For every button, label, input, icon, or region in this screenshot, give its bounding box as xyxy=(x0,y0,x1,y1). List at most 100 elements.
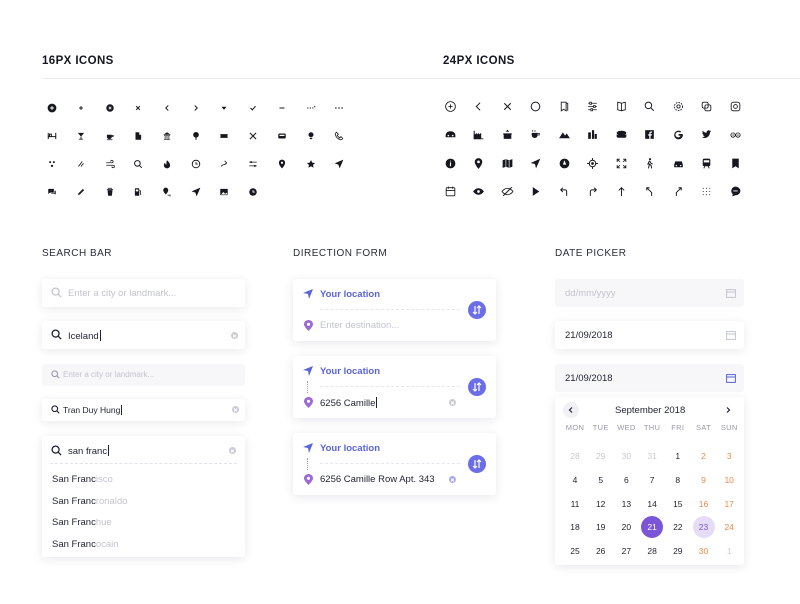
pin-icon xyxy=(304,320,313,331)
calendar-day[interactable]: 30 xyxy=(621,451,632,461)
calendar-day[interactable]: 1 xyxy=(675,451,681,461)
twitter-icon xyxy=(693,121,722,150)
calendar-day[interactable]: 19 xyxy=(595,522,606,533)
search-input-empty[interactable]: Enter a city or landmark... xyxy=(42,279,245,307)
search-value-autocomplete[interactable]: san franc xyxy=(68,446,108,457)
calendar-day[interactable]: 4 xyxy=(572,474,578,485)
prev-month-button[interactable] xyxy=(563,402,579,418)
calendar-day[interactable]: 18 xyxy=(570,522,580,533)
calendar-day[interactable]: 21 xyxy=(641,516,664,539)
search-input-small-filled[interactable]: Tran Duy Hung xyxy=(42,399,245,421)
suggestion-item[interactable]: San Francronaldo xyxy=(52,496,128,507)
calendar-day[interactable]: 6 xyxy=(624,474,629,485)
calendar-day[interactable]: 24 xyxy=(724,522,734,533)
calendar-day[interactable]: 29 xyxy=(673,546,683,557)
image-icon xyxy=(210,178,239,206)
google-icon xyxy=(664,121,693,150)
date-input-empty[interactable]: dd/mm/yyyy xyxy=(555,279,744,307)
suggestion-item[interactable]: San Francocain xyxy=(52,539,119,550)
swap-button[interactable] xyxy=(468,378,486,396)
trash-icon xyxy=(95,178,124,206)
chevron-left-icon xyxy=(153,94,182,122)
clear-icon[interactable] xyxy=(229,447,236,454)
pin-icon xyxy=(304,397,313,408)
search-icon xyxy=(51,405,60,414)
minus-icon xyxy=(268,94,297,122)
calendar-icon xyxy=(436,178,465,207)
calendar-day[interactable]: 28 xyxy=(647,546,657,557)
calendar-day[interactable]: 10 xyxy=(724,474,734,485)
calendar-day[interactable]: 20 xyxy=(621,522,632,533)
date-input-active[interactable]: 21/09/2018 xyxy=(555,364,744,392)
calendar-day[interactable]: 26 xyxy=(595,546,606,557)
date-input-filled[interactable]: 21/09/2018 xyxy=(555,321,744,349)
route-icon xyxy=(210,150,239,178)
weekday-label: SUN xyxy=(720,423,738,432)
calendar-day[interactable]: 17 xyxy=(724,498,734,509)
chevron-left-icon xyxy=(568,407,573,413)
calendar-day[interactable]: 27 xyxy=(621,546,632,557)
calendar-day[interactable]: 25 xyxy=(570,546,580,557)
calendar-day[interactable]: 31 xyxy=(647,451,657,461)
compass-icon xyxy=(550,149,579,178)
calendar-day[interactable]: 7 xyxy=(649,474,655,485)
calendar-day[interactable]: 3 xyxy=(726,451,732,461)
text-cursor xyxy=(121,405,123,415)
divider xyxy=(320,463,460,464)
divider xyxy=(42,78,800,79)
calendar-day[interactable]: 8 xyxy=(675,474,681,485)
slash-icon xyxy=(67,150,96,178)
calendar-day[interactable]: 22 xyxy=(673,522,683,533)
weekday-label: THU xyxy=(643,423,661,432)
from-label[interactable]: Your location xyxy=(320,289,380,300)
destination-value[interactable]: 6256 Camille xyxy=(320,398,376,409)
calendar-day[interactable]: 14 xyxy=(647,498,657,509)
destination-placeholder[interactable]: Enter destination... xyxy=(320,320,400,331)
suggestion-item[interactable]: San Francisco xyxy=(52,474,113,485)
search-placeholder: Enter a city or landmark... xyxy=(68,288,177,299)
car-icon xyxy=(664,149,693,178)
swap-button[interactable] xyxy=(468,455,486,473)
calendar-day[interactable]: 29 xyxy=(595,451,606,461)
calendar-day[interactable]: 9 xyxy=(701,474,706,485)
calendar-day[interactable]: 30 xyxy=(698,546,709,557)
swap-button[interactable] xyxy=(468,301,486,319)
search-value: Iceland xyxy=(68,331,99,342)
calendar-day[interactable]: 28 xyxy=(570,451,580,461)
next-month-button[interactable] xyxy=(720,402,736,418)
clear-icon[interactable] xyxy=(232,406,239,413)
chevron-right-icon xyxy=(181,94,210,122)
bookmark-icon xyxy=(721,149,750,178)
map-icon xyxy=(493,149,522,178)
clear-icon[interactable] xyxy=(449,476,456,483)
calendar-day[interactable]: 15 xyxy=(673,498,683,509)
calendar-day[interactable]: 2 xyxy=(701,451,706,461)
target-icon xyxy=(579,149,608,178)
direction-form-filled xyxy=(293,433,496,495)
calendar-day[interactable]: 12 xyxy=(595,498,606,509)
from-label[interactable]: Your location xyxy=(320,366,380,377)
calendar-day[interactable]: 13 xyxy=(621,498,632,509)
calendar-day[interactable]: 5 xyxy=(598,474,604,485)
search-input-small-empty[interactable]: Enter a city or landmark... xyxy=(42,364,245,386)
icons16-grid xyxy=(38,94,354,206)
calendar-day[interactable]: 1 xyxy=(726,546,732,557)
navigation-icon xyxy=(303,366,313,376)
search-input-filled[interactable]: Iceland xyxy=(42,321,245,349)
clear-icon[interactable] xyxy=(231,332,238,339)
clear-icon[interactable] xyxy=(449,399,456,406)
suggestion-item[interactable]: San Franchue xyxy=(52,517,112,528)
pin-icon xyxy=(465,149,494,178)
calendar-day[interactable]: 23 xyxy=(692,516,715,539)
pin-icon xyxy=(304,474,313,485)
caret-down-icon xyxy=(210,94,239,122)
clock-icon xyxy=(181,150,210,178)
star-icon xyxy=(296,150,325,178)
calendar-day[interactable]: 16 xyxy=(698,498,709,509)
from-label[interactable]: Your location xyxy=(320,443,380,454)
chat-icon xyxy=(38,178,67,206)
calendar-day[interactable]: 11 xyxy=(570,498,580,509)
destination-value[interactable]: 6256 Camille Row Apt. 343 xyxy=(320,474,435,485)
cocktail-icon xyxy=(67,122,96,150)
arrow-up-icon xyxy=(607,178,636,207)
